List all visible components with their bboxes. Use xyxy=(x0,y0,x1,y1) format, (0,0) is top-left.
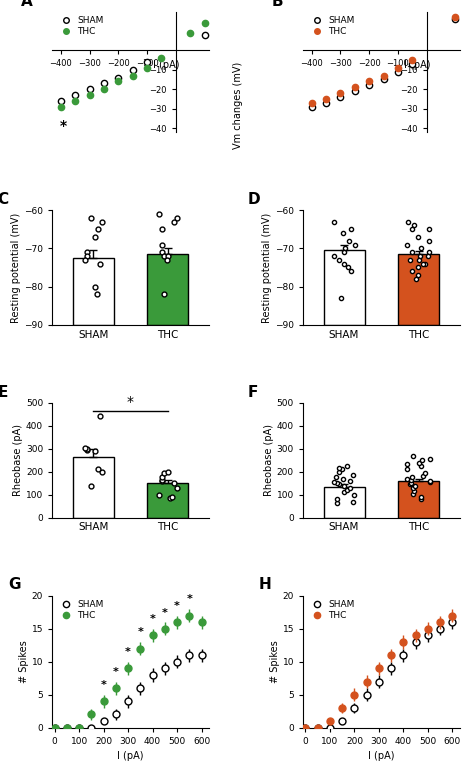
Y-axis label: Vm changes (mV): Vm changes (mV) xyxy=(233,62,244,149)
Bar xyxy=(398,481,439,517)
Bar xyxy=(398,254,439,325)
Text: *: * xyxy=(150,614,155,624)
Legend: SHAM, THC: SHAM, THC xyxy=(308,601,355,620)
Text: *: * xyxy=(113,667,119,677)
Y-axis label: Rheobase (pA): Rheobase (pA) xyxy=(264,424,274,497)
Text: *: * xyxy=(125,647,131,657)
Y-axis label: # Spikes: # Spikes xyxy=(270,641,280,683)
Bar xyxy=(147,484,188,517)
Text: E: E xyxy=(0,385,8,400)
Y-axis label: Resting potential (mV): Resting potential (mV) xyxy=(262,213,272,323)
Text: H: H xyxy=(259,578,272,592)
Bar xyxy=(73,258,114,325)
Text: B: B xyxy=(272,0,283,8)
Text: *: * xyxy=(127,395,134,409)
X-axis label: I (pA): I (pA) xyxy=(368,752,395,762)
Text: *: * xyxy=(186,594,192,604)
Text: *: * xyxy=(174,601,180,611)
X-axis label: I (pA): I (pA) xyxy=(404,60,431,70)
X-axis label: I (pA): I (pA) xyxy=(154,60,180,70)
Text: *: * xyxy=(60,119,67,133)
Text: A: A xyxy=(21,0,33,8)
Bar xyxy=(73,457,114,517)
Bar xyxy=(324,487,365,517)
X-axis label: I (pA): I (pA) xyxy=(117,752,144,762)
Text: D: D xyxy=(248,192,261,207)
Legend: SHAM, THC: SHAM, THC xyxy=(57,601,104,620)
Y-axis label: Rheobase (pA): Rheobase (pA) xyxy=(13,424,23,497)
Bar xyxy=(147,254,188,325)
Text: G: G xyxy=(8,578,21,592)
Text: F: F xyxy=(248,385,258,400)
Text: *: * xyxy=(162,608,168,618)
Legend: SHAM, THC: SHAM, THC xyxy=(308,16,355,36)
Text: *: * xyxy=(100,680,107,690)
Y-axis label: # Spikes: # Spikes xyxy=(19,641,29,683)
Legend: SHAM, THC: SHAM, THC xyxy=(57,16,104,36)
Text: C: C xyxy=(0,192,9,207)
Bar xyxy=(324,250,365,325)
Y-axis label: Resting potential (mV): Resting potential (mV) xyxy=(11,213,21,323)
Text: *: * xyxy=(137,628,143,638)
